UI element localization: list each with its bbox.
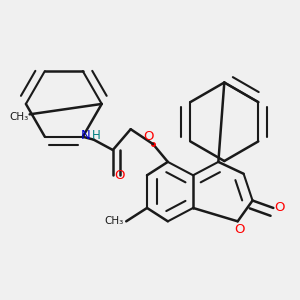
Text: O: O: [234, 223, 244, 236]
Text: CH₃: CH₃: [104, 216, 123, 226]
Text: H: H: [92, 129, 101, 142]
Text: O: O: [274, 202, 285, 214]
Text: O: O: [143, 130, 154, 143]
Text: N: N: [81, 129, 91, 142]
Text: O: O: [114, 169, 124, 182]
Text: CH₃: CH₃: [9, 112, 28, 122]
